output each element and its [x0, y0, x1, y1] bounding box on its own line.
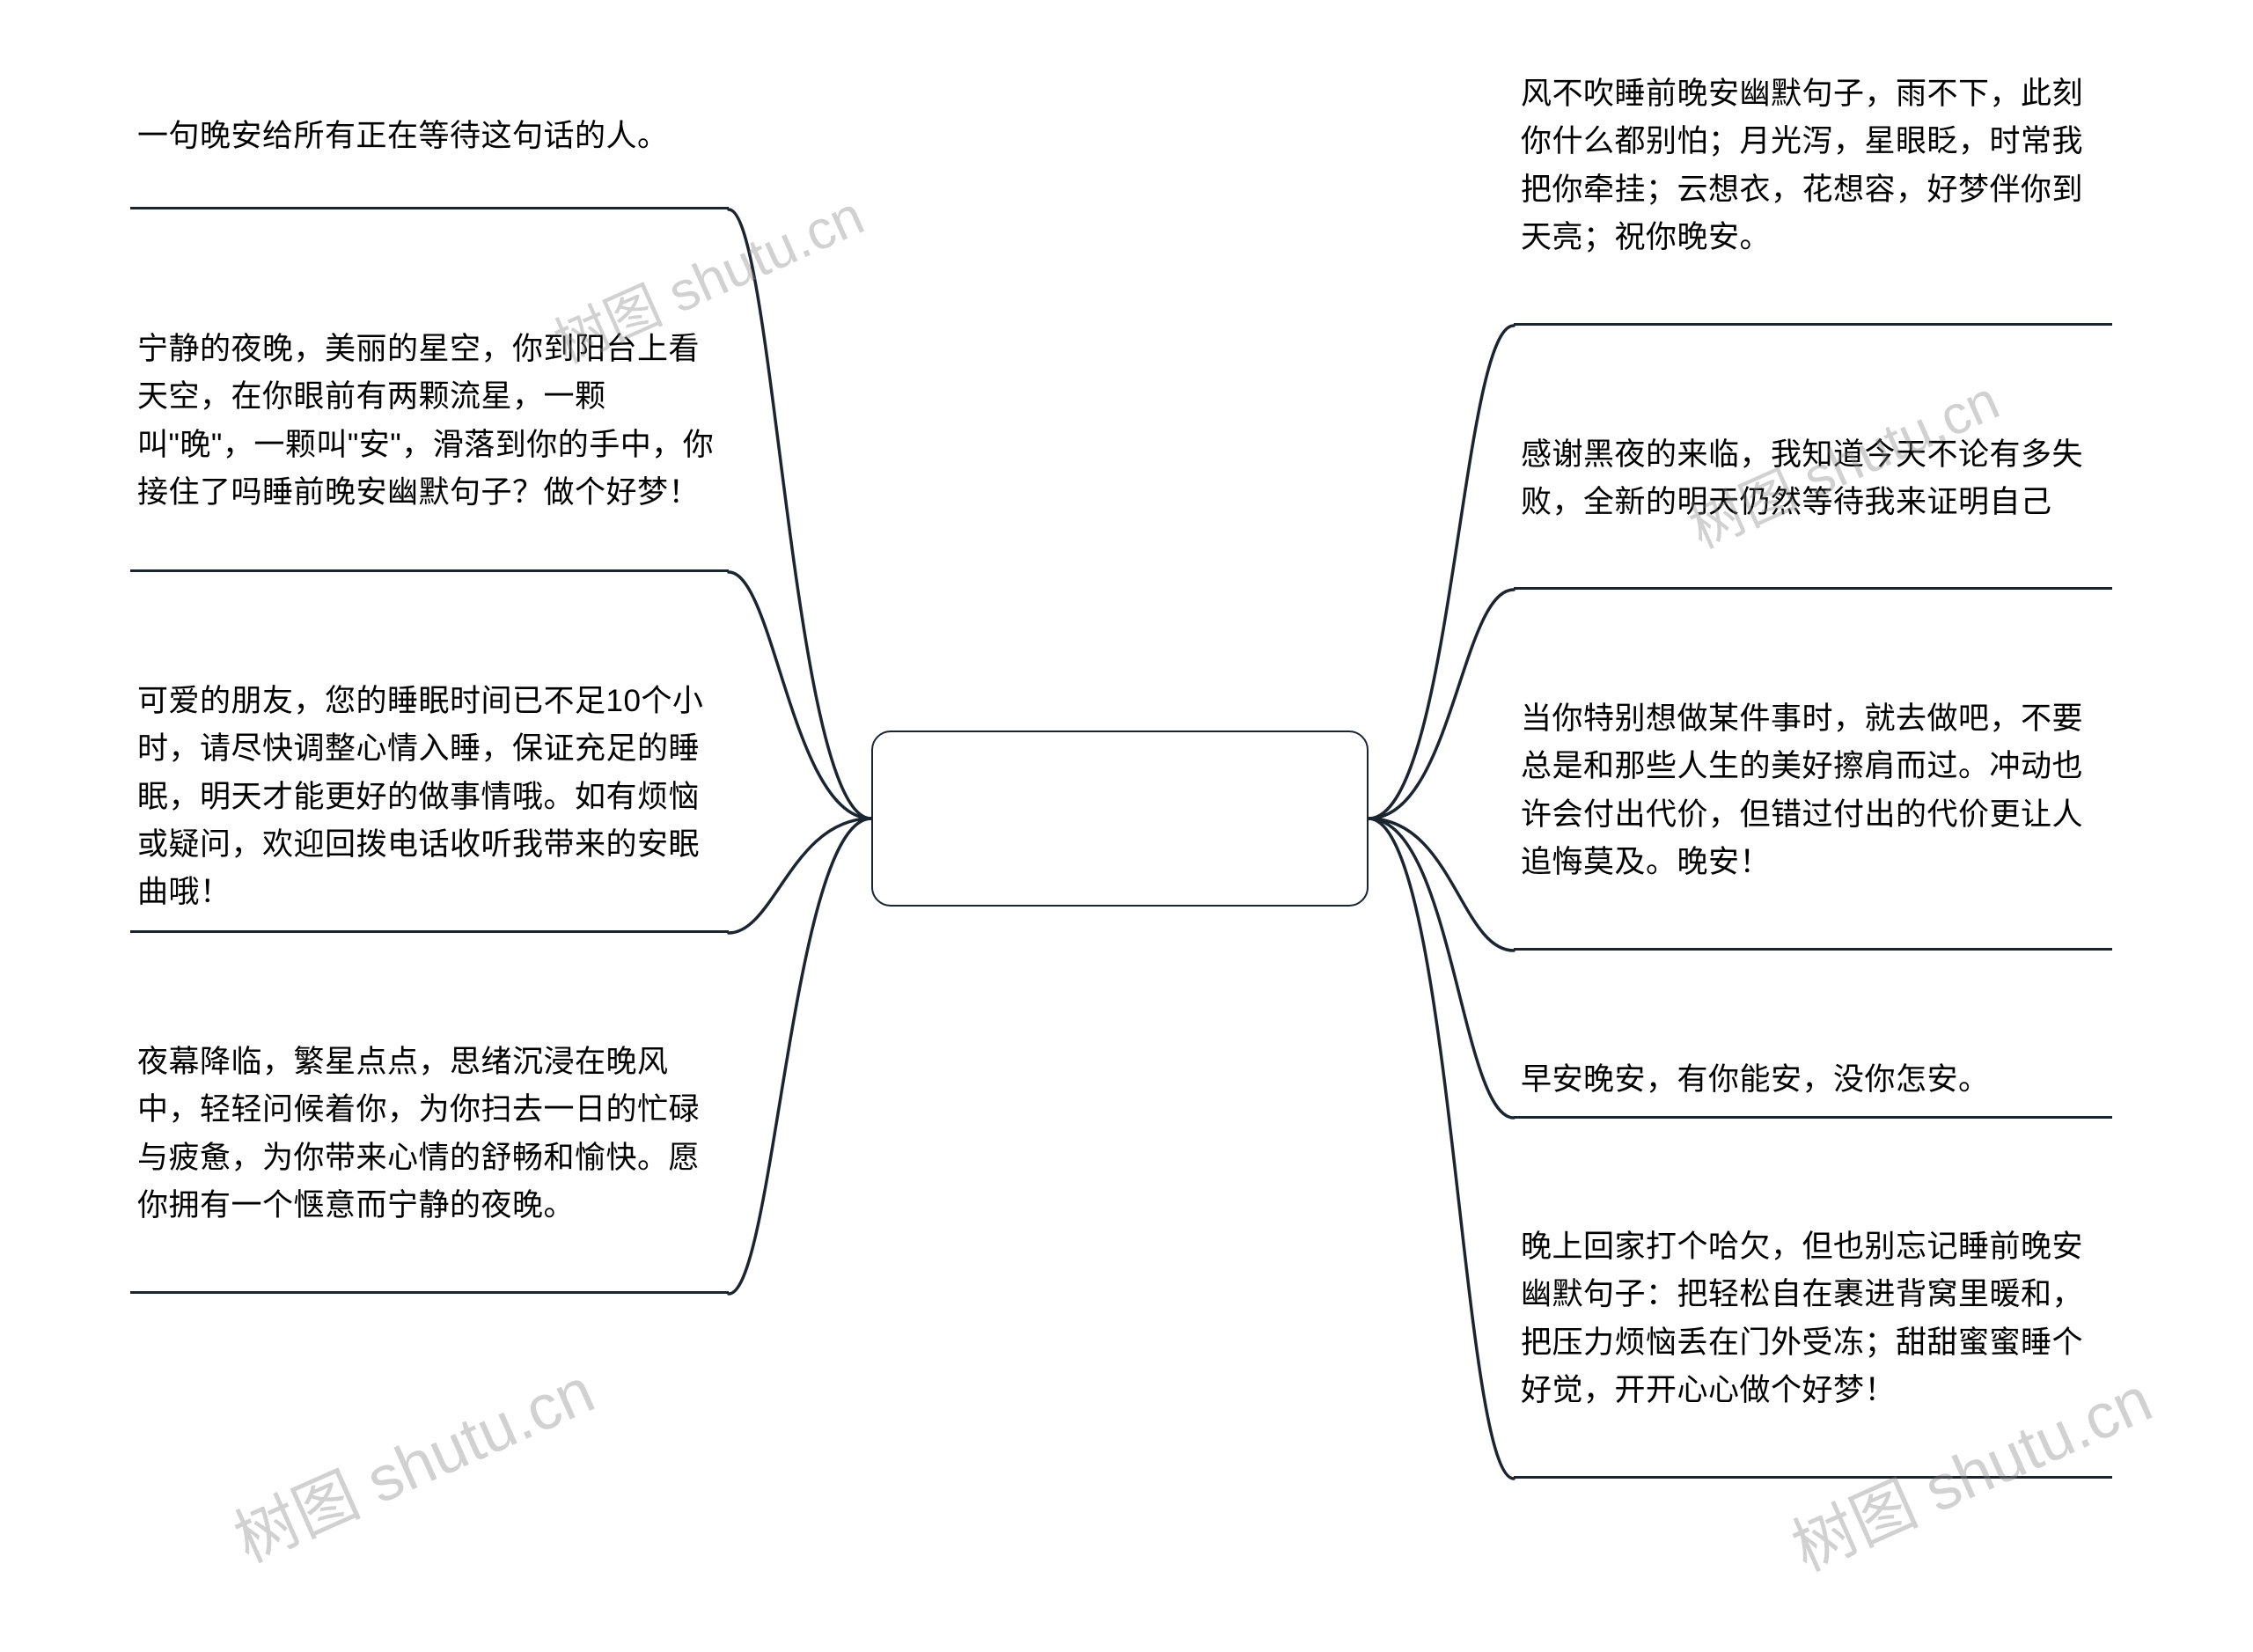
node-right-3: 当你特别想做某件事时，就去做吧，不要总是和那些人生的美好擦肩而过。冲动也许会付出… — [1514, 695, 2112, 951]
node-right-1: 风不吹睡前晚安幽默句子，雨不下，此刻你什么都别怕；月光泻，星眼眨，时常我把你牵挂… — [1514, 70, 2112, 326]
node-right-4: 早安晚安，有你能安，没你怎安。 — [1514, 1056, 2112, 1119]
center-node — [871, 731, 1369, 907]
mindmap-canvas: 一句晚安给所有正在等待这句话的人。 宁静的夜晚，美丽的星空，你到阳台上看天空，在… — [0, 0, 2253, 1652]
node-left-4: 夜幕降临，繁星点点，思绪沉浸在晚风中，轻轻问候着你，为你扫去一日的忙碌与疲惫，为… — [130, 1039, 729, 1294]
node-left-2: 宁静的夜晚，美丽的星空，你到阳台上看天空，在你眼前有两颗流星，一颗叫"晚"，一颗… — [130, 326, 729, 572]
watermark-3: 树图 shutu.cn — [217, 1340, 605, 1580]
node-left-1: 一句晚安给所有正在等待这句话的人。 — [130, 113, 729, 209]
node-left-3: 可爱的朋友，您的睡眠时间已不足10个小时，请尽快调整心情入睡，保证充足的睡眠，明… — [130, 678, 729, 933]
